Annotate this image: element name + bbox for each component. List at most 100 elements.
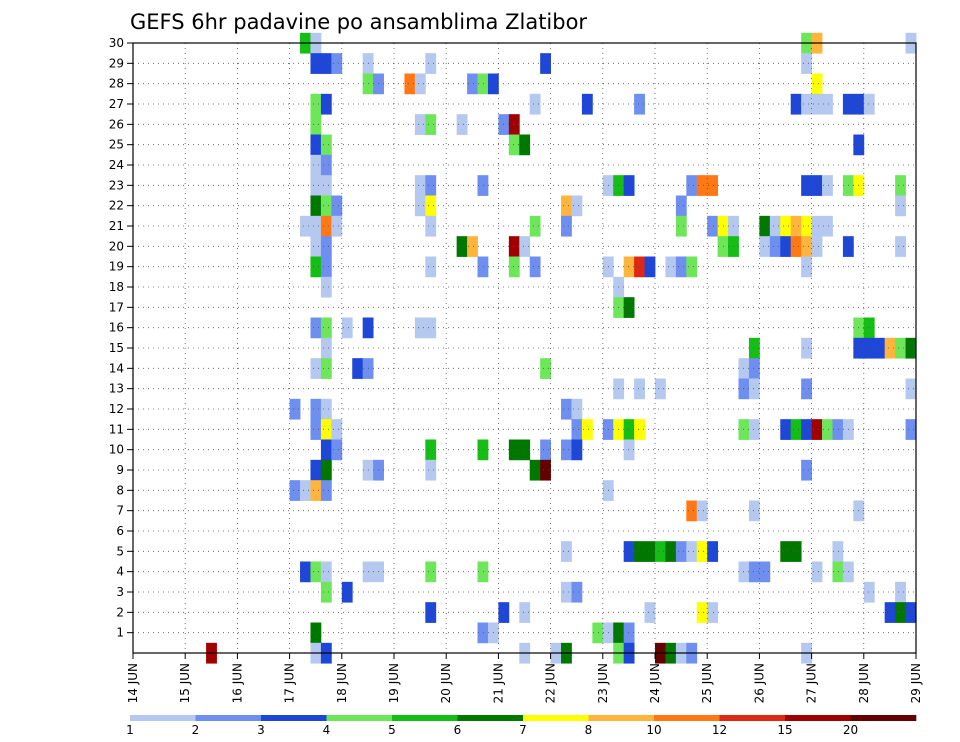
heatmap-cell — [634, 541, 645, 562]
colorbar-label: 3 — [257, 723, 265, 737]
heatmap-cell — [331, 195, 343, 217]
y-tick-label: 6 — [116, 524, 124, 538]
y-tick-label: 30 — [109, 36, 124, 50]
heatmap-cell — [822, 419, 833, 440]
heatmap-cell — [320, 236, 332, 257]
heatmap-cell — [769, 236, 781, 257]
y-tick-label: 10 — [109, 443, 124, 457]
heatmap-cell — [895, 337, 906, 359]
heatmap-cell — [748, 419, 760, 440]
heatmap-cell — [519, 236, 531, 257]
heatmap-cell — [634, 256, 645, 278]
heatmap-cell — [884, 602, 896, 623]
heatmap-cell — [696, 602, 708, 623]
heatmap-cell — [696, 175, 708, 196]
heatmap-cell — [801, 215, 812, 237]
heatmap-cell — [467, 73, 478, 95]
heatmap-cell — [425, 561, 437, 583]
heatmap-cell — [331, 53, 343, 74]
heatmap-cell — [644, 602, 656, 623]
heatmap-cell — [634, 378, 645, 400]
colorbar-segment — [654, 715, 720, 721]
heatmap-cell — [310, 215, 322, 237]
heatmap-cell — [623, 541, 635, 562]
heatmap-cell — [561, 215, 572, 237]
heatmap-cell — [508, 134, 520, 156]
heatmap-cell — [801, 236, 812, 257]
y-tick-label: 18 — [109, 280, 124, 294]
x-tick-label: 22 JUN — [544, 663, 558, 703]
heatmap-cell — [561, 195, 572, 217]
heatmap-cell — [561, 439, 572, 461]
heatmap-cell — [456, 114, 468, 135]
heatmap-cell — [477, 439, 489, 461]
heatmap-cell — [592, 622, 604, 644]
heatmap-cell — [863, 317, 875, 339]
heatmap-cell — [310, 459, 322, 481]
heatmap-cell — [623, 297, 635, 318]
y-tick-label: 25 — [109, 138, 124, 152]
heatmap-cell — [425, 459, 437, 481]
heatmap-cell — [320, 480, 332, 501]
colorbar: 1 2 3 4 5 6 7 8 10 12 15 20 — [126, 715, 917, 737]
colorbar-label: 2 — [192, 723, 200, 737]
heatmap-cell — [320, 459, 332, 481]
heatmap-cell — [425, 195, 437, 217]
heatmap-cell — [686, 256, 698, 278]
heatmap-cell — [822, 175, 833, 196]
heatmap-cell — [404, 73, 416, 95]
heatmap-cell — [425, 175, 437, 196]
x-tick-label: 26 JUN — [752, 663, 766, 703]
x-tick-label: 29 JUN — [909, 663, 923, 703]
heatmap-cell — [634, 93, 645, 115]
heatmap-cell — [707, 602, 719, 623]
heatmap-cell — [581, 419, 593, 440]
colorbar-label: 4 — [323, 723, 331, 737]
heatmap-cell — [320, 53, 332, 74]
heatmap-cell — [571, 195, 583, 217]
y-tick-label: 21 — [109, 219, 124, 233]
heatmap-cell — [801, 337, 812, 359]
colorbar-segment — [785, 715, 851, 721]
colorbar-label: 6 — [454, 723, 462, 737]
heatmap-cell — [320, 317, 332, 339]
heatmap-cell — [801, 378, 812, 400]
heatmap-cell — [905, 337, 917, 359]
x-tick-label: 20 JUN — [439, 663, 453, 703]
y-tick-label: 1 — [116, 626, 124, 640]
heatmap-cell — [707, 215, 719, 237]
heatmap-cell — [341, 581, 353, 603]
heatmap-cell — [623, 439, 635, 461]
heatmap-cell — [320, 276, 332, 298]
heatmap-cell — [780, 419, 792, 440]
heatmap-cell — [414, 114, 426, 135]
colorbar-label: 8 — [585, 723, 593, 737]
heatmap-cell — [790, 236, 802, 257]
heatmap-cell — [790, 215, 802, 237]
y-tick-label: 14 — [109, 361, 124, 375]
heatmap-cell — [310, 358, 322, 379]
heatmap-cell — [320, 337, 332, 359]
heatmap-cell — [289, 398, 301, 420]
heatmap-cell — [790, 93, 802, 115]
heatmap-cell — [519, 602, 531, 623]
heatmap-cell — [425, 114, 437, 135]
heatmap-cell — [310, 398, 322, 420]
heatmap-cell — [310, 53, 322, 74]
heatmap-cell — [320, 398, 332, 420]
heatmap-cell — [675, 195, 687, 217]
heatmap-cell — [425, 602, 437, 623]
heatmap-cell — [665, 256, 677, 278]
heatmap-cell — [571, 581, 583, 603]
heatmap-cell — [780, 541, 792, 562]
y-tick-label: 28 — [109, 77, 124, 91]
heatmap-cell — [320, 256, 332, 278]
heatmap-cell — [425, 53, 437, 74]
heatmap-cell — [748, 358, 760, 379]
x-tick-label: 21 JUN — [491, 663, 505, 703]
heatmap-cell — [696, 541, 708, 562]
heatmap-cell — [300, 480, 311, 501]
heatmap-cell — [320, 439, 332, 461]
y-tick-label: 9 — [116, 463, 124, 477]
heatmap-cell — [529, 459, 541, 481]
